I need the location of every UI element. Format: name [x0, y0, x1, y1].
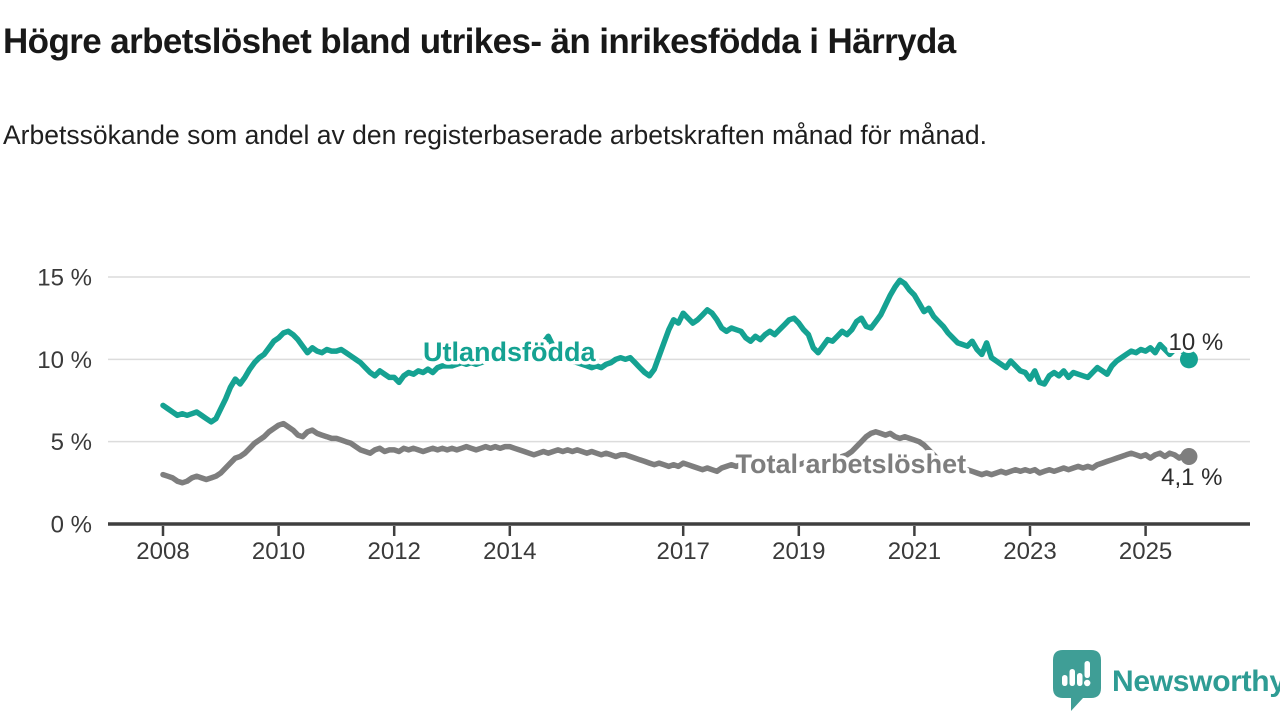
brand-logo: Newsworthy: [1053, 650, 1280, 713]
series-end-dot-total-arbetsloshet: [1180, 447, 1198, 465]
newsworthy-icon: [1053, 650, 1101, 711]
x-tick-label-2017: 2017: [657, 538, 710, 565]
x-tick-label-2025: 2025: [1119, 538, 1172, 565]
x-tick-label-2021: 2021: [888, 538, 941, 565]
series-end-dot-utlandsfodda: [1179, 350, 1198, 369]
x-tick-label-2023: 2023: [1003, 538, 1056, 565]
brand-wordmark: Newsworthy: [1112, 664, 1280, 698]
series-line-utlandsfodda: [160, 277, 1192, 425]
x-tick-label-2019: 2019: [772, 538, 825, 565]
y-tick-label-5: 5 %: [51, 429, 92, 456]
y-tick-label-15: 15 %: [37, 264, 92, 291]
x-tick-label-2014: 2014: [483, 538, 536, 565]
x-tick-label-2010: 2010: [252, 538, 305, 565]
series-label-total-arbetsloshet: Total arbetslöshet: [736, 449, 967, 479]
series-line-total-arbetsloshet: [160, 420, 1192, 486]
chart-title: Högre arbetslöshet bland utrikes- än inr…: [3, 22, 956, 61]
chart-subtitle: Arbetssökande som andel av den registerb…: [3, 120, 988, 150]
value-label-10-: 10 %: [1169, 329, 1224, 356]
series-label-utlandsfodda: Utlandsfödda: [423, 337, 596, 367]
value-label-4-1-: 4,1 %: [1161, 464, 1222, 491]
y-tick-label-10: 10 %: [37, 347, 92, 374]
y-tick-label-0: 0 %: [51, 512, 92, 539]
x-tick-label-2008: 2008: [136, 538, 189, 565]
x-tick-label-2012: 2012: [368, 538, 421, 565]
